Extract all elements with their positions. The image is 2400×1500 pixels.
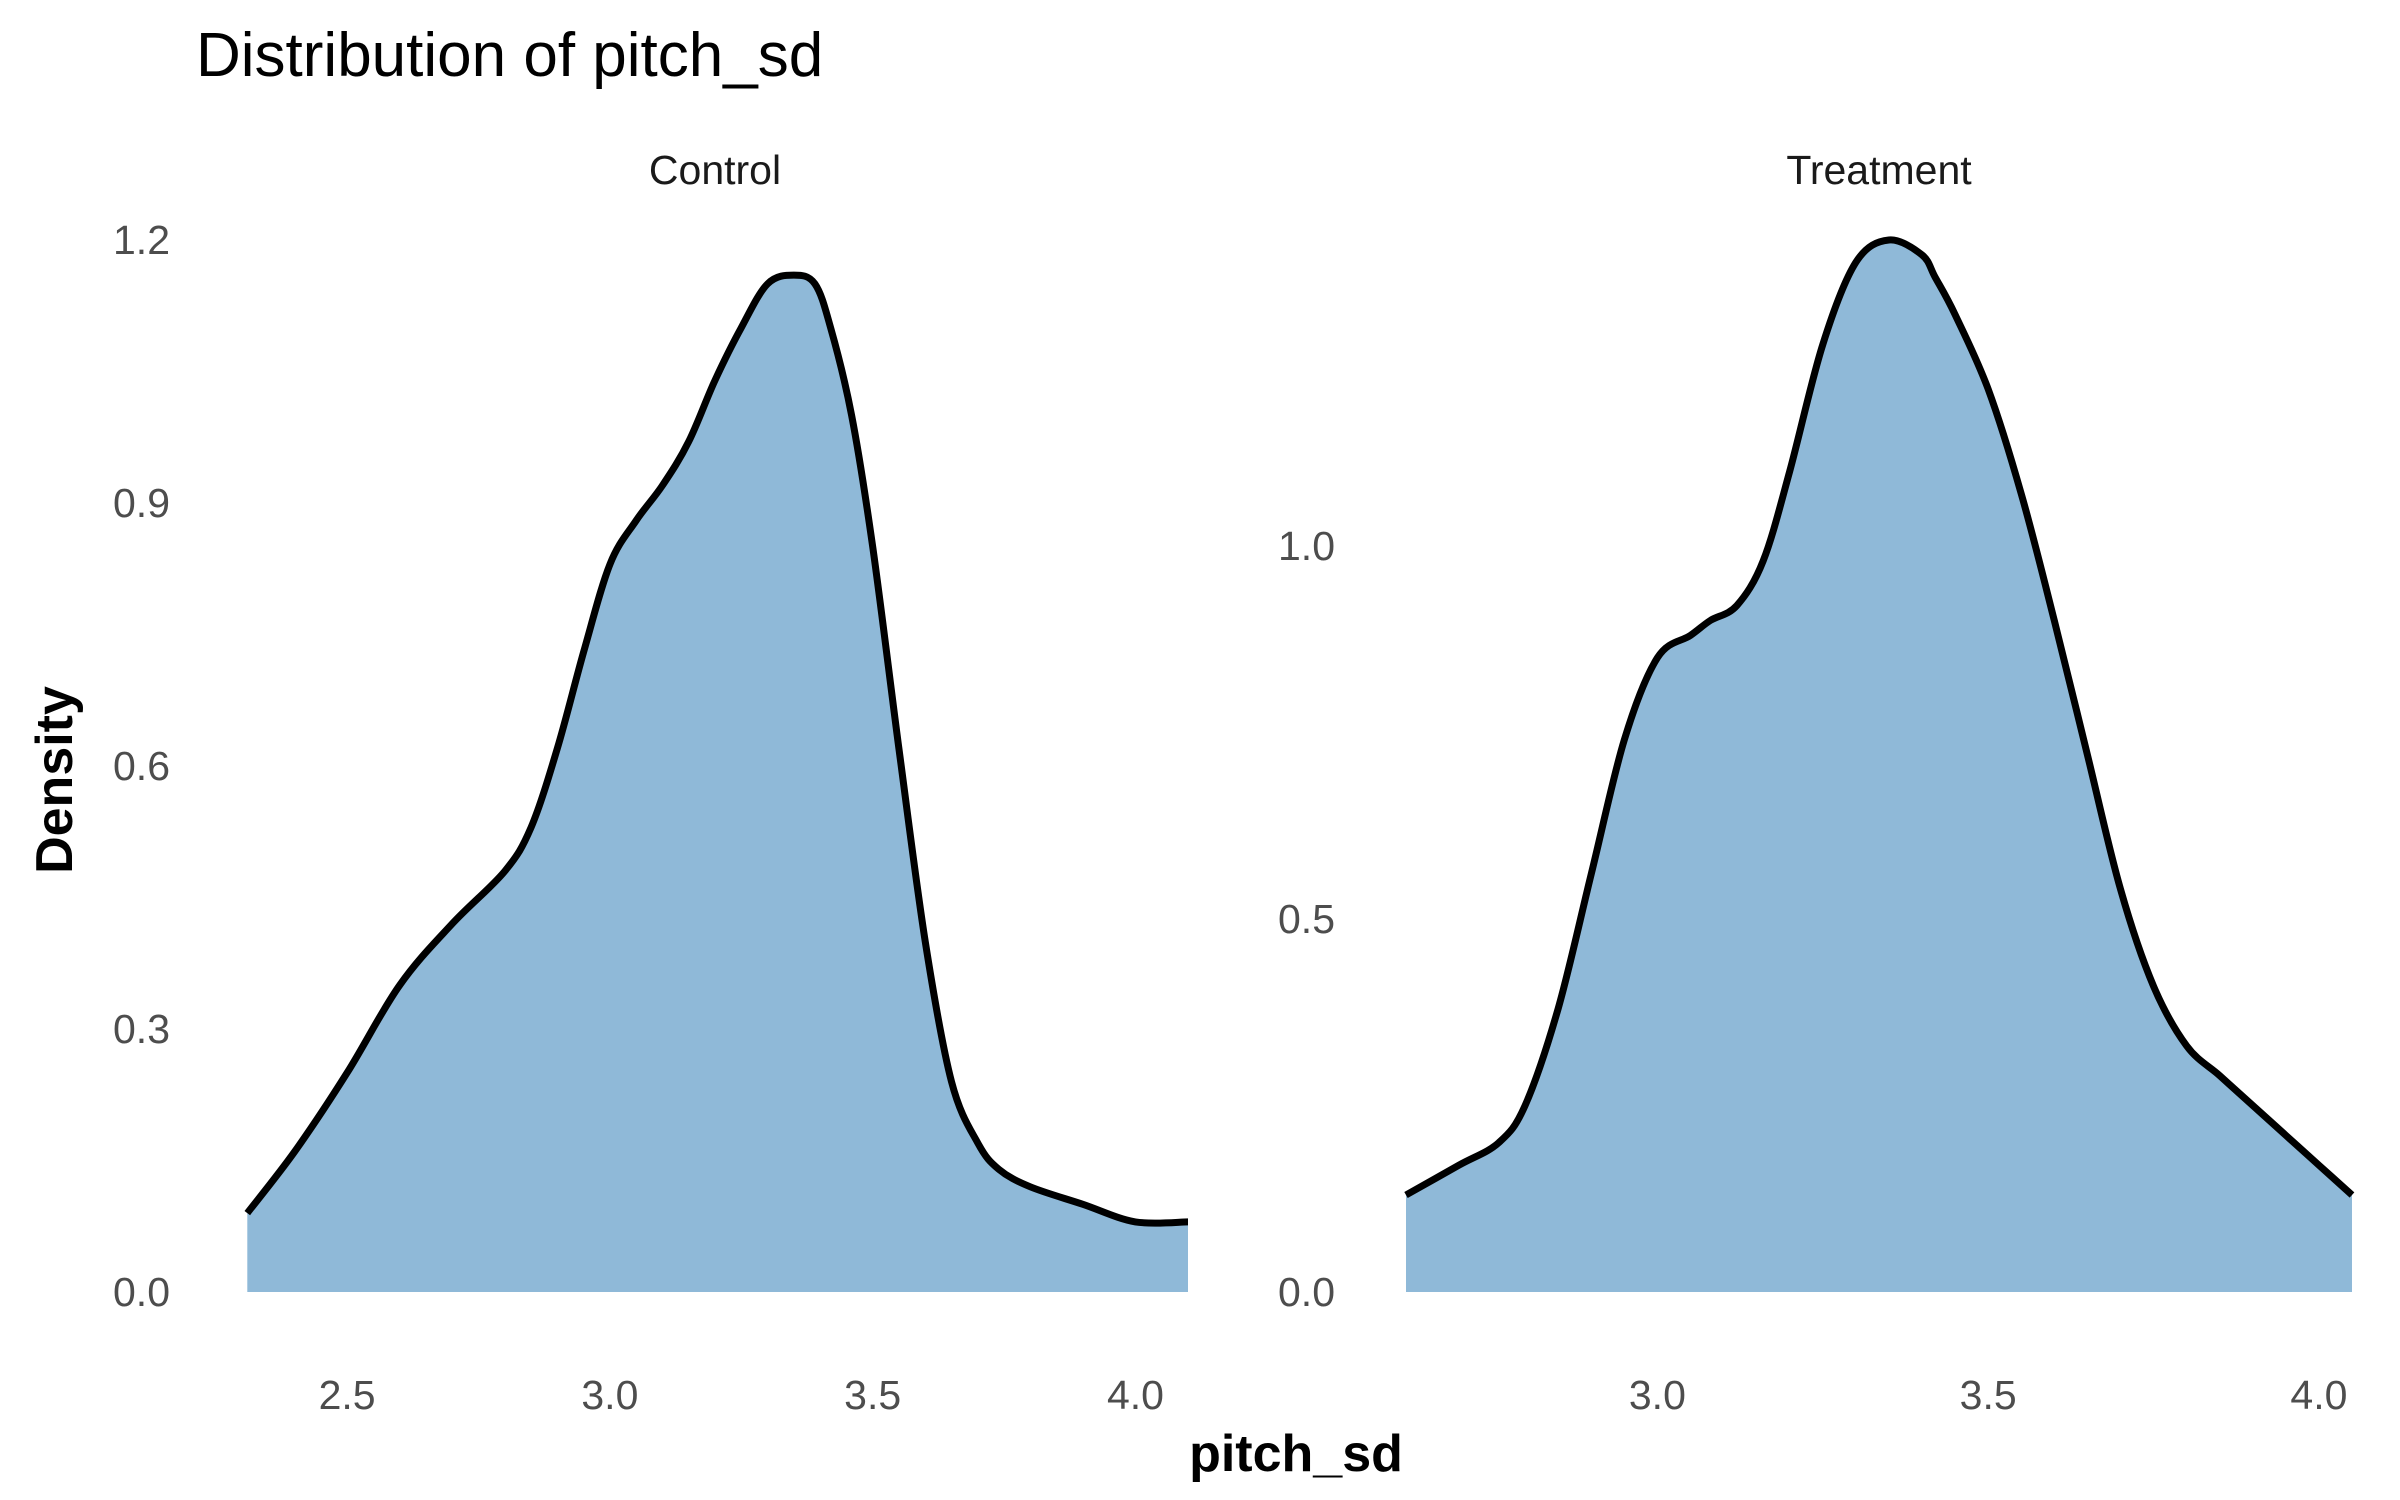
x-tick-label: 3.0 (581, 1372, 638, 1418)
x-tick-label: 4.0 (2290, 1372, 2347, 1418)
density-line-treatment (1404, 236, 2355, 1199)
density-area-control (247, 275, 1189, 1293)
density-area-treatment (1406, 239, 2352, 1292)
density-line-control (244, 271, 1189, 1227)
y-tick-label: 0.5 (1278, 896, 1335, 942)
x-tick-label: 2.5 (319, 1372, 376, 1418)
panel-treatment: Treatment 0.0 0.5 1.0 3.0 3.5 4.0 (1278, 147, 2355, 1418)
x-tick-label: 3.5 (1960, 1372, 2017, 1418)
x-tick-label: 4.0 (1107, 1372, 1164, 1418)
y-tick-label: 0.0 (1278, 1269, 1335, 1315)
y-tick-label: 0.9 (113, 480, 170, 526)
x-tick-label: 3.0 (1629, 1372, 1686, 1418)
facet-label-control: Control (649, 147, 781, 193)
y-tick-label: 1.2 (113, 217, 170, 263)
y-tick-label: 0.6 (113, 743, 170, 789)
facet-label-treatment: Treatment (1786, 147, 1972, 193)
x-axis-title: pitch_sd (1189, 1425, 1403, 1483)
y-axis-title: Density (26, 686, 84, 874)
chart-title: Distribution of pitch_sd (196, 21, 823, 90)
y-tick-label: 0.0 (113, 1269, 170, 1315)
y-tick-label: 0.3 (113, 1006, 170, 1052)
panel-control: Control 0.0 0.3 0.6 0.9 1.2 2.5 3.0 3.5 4.0 (113, 147, 1189, 1418)
x-tick-label: 3.5 (844, 1372, 901, 1418)
y-tick-label: 1.0 (1278, 523, 1335, 569)
